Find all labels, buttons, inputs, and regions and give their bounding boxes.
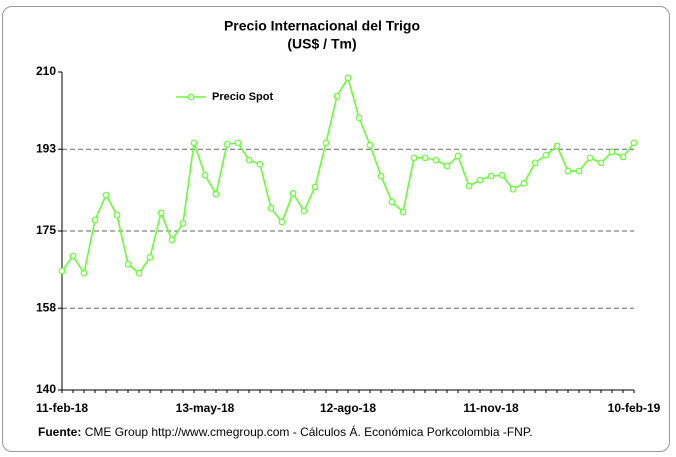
point [245, 156, 253, 164]
point [487, 172, 495, 180]
point [432, 156, 440, 164]
point [212, 190, 220, 198]
point [388, 198, 396, 206]
x-tick-label: 11-nov-18 [463, 401, 519, 415]
point [234, 139, 242, 147]
point [190, 139, 198, 147]
point [278, 218, 286, 226]
point [135, 269, 143, 277]
point [311, 183, 319, 191]
point [619, 153, 627, 161]
chart-title: Precio Internacional del Trigo [224, 18, 420, 34]
point [80, 269, 88, 277]
point [168, 236, 176, 244]
point [465, 182, 473, 190]
point [509, 185, 517, 193]
point [377, 172, 385, 180]
point [531, 159, 539, 167]
point [476, 176, 484, 184]
point [58, 267, 66, 275]
point [322, 139, 330, 147]
point [586, 154, 594, 162]
source-text: CME Group http://www.cmegroup.com - Cálc… [84, 425, 533, 439]
chart-subtitle: (US$ / Tm) [287, 36, 356, 52]
point [498, 171, 506, 179]
point [410, 154, 418, 162]
point [443, 162, 451, 170]
x-tick-label: 12-ago-18 [320, 401, 376, 415]
point [179, 219, 187, 227]
x-tick-label: 13-may-18 [176, 401, 235, 415]
point [520, 179, 528, 187]
point [267, 204, 275, 212]
point [575, 167, 583, 175]
point [69, 252, 77, 260]
point [157, 209, 165, 217]
point [344, 74, 352, 82]
point [223, 140, 231, 148]
y-tick-label: 158 [36, 300, 56, 314]
legend-label: Precio Spot [212, 91, 273, 103]
point [608, 148, 616, 156]
point [553, 142, 561, 150]
point [630, 139, 638, 147]
legend-marker [187, 93, 195, 101]
point [102, 191, 110, 199]
point [399, 208, 407, 216]
point [124, 260, 132, 268]
y-tick-label: 175 [36, 223, 56, 237]
point [564, 167, 572, 175]
point [333, 92, 341, 100]
point [113, 211, 121, 219]
x-tick-label: 11-feb-18 [36, 401, 88, 415]
point [256, 160, 264, 168]
point [300, 207, 308, 215]
point [91, 216, 99, 224]
point [366, 141, 374, 149]
point [454, 152, 462, 160]
point [201, 171, 209, 179]
point [597, 159, 605, 167]
point [355, 114, 363, 122]
source-note: Fuente: CME Group http://www.cmegroup.co… [38, 426, 578, 439]
y-tick-label: 140 [36, 382, 56, 396]
y-tick-label: 210 [36, 64, 56, 78]
line [61, 77, 635, 275]
point [542, 151, 550, 159]
point [421, 154, 429, 162]
point [289, 189, 297, 197]
source-label: Fuente: [38, 425, 82, 439]
y-tick-label: 193 [36, 141, 56, 155]
x-tick-label: 10-feb-19 [608, 401, 661, 415]
point [146, 253, 154, 261]
chart-frame [2, 6, 670, 452]
